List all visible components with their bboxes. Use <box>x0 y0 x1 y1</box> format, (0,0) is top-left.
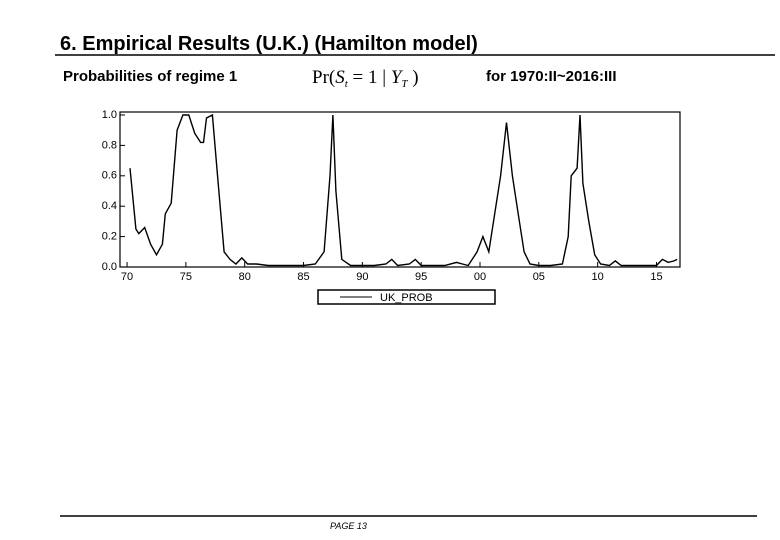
x-tick-label: 00 <box>474 271 486 283</box>
y-tick-label: 0.2 <box>102 231 117 243</box>
y-tick-label: 1.0 <box>102 109 117 121</box>
page-number: PAGE 13 <box>330 521 367 531</box>
formula: Pr(St = 1 | YT ) <box>312 67 419 90</box>
y-tick-label: 0.8 <box>102 139 117 151</box>
x-tick-label: 15 <box>650 271 662 283</box>
x-tick-label: 75 <box>180 271 192 283</box>
x-tick-label: 90 <box>356 271 368 283</box>
x-tick-label: 70 <box>121 271 133 283</box>
plot-frame <box>119 111 681 268</box>
legend-label: UK_PROB <box>380 292 433 304</box>
formula-part: Y <box>391 67 404 88</box>
legend-box <box>317 289 496 305</box>
x-tick-label: 10 <box>592 271 604 283</box>
y-tick-label: 0.6 <box>102 170 117 182</box>
period: for 1970:II~2016:III <box>486 68 617 85</box>
formula-part: T <box>401 78 408 90</box>
y-tick-label: 0.0 <box>102 261 117 273</box>
y-tick-label: 0.4 <box>102 200 117 212</box>
slide-title: 6. Empirical Results (U.K.) (Hamilton mo… <box>60 33 478 55</box>
x-tick-label: 85 <box>297 271 309 283</box>
x-tick-label: 05 <box>533 271 545 283</box>
formula-part: = 1 | <box>348 67 391 88</box>
formula-part: ) <box>408 67 419 88</box>
data-line <box>129 113 678 267</box>
x-tick-label: 80 <box>239 271 251 283</box>
x-tick-label: 95 <box>415 271 427 283</box>
formula-part: t <box>345 78 349 90</box>
chart: 0.0 0.2 0.4 0.6 0.8 1.0 70 75 80 85 90 95 00 05 10 15 UK… <box>102 109 681 305</box>
subtitle: Probabilities of regime 1 <box>63 68 237 85</box>
formula-part: Pr( <box>312 67 335 88</box>
formula-part: S <box>335 67 345 88</box>
